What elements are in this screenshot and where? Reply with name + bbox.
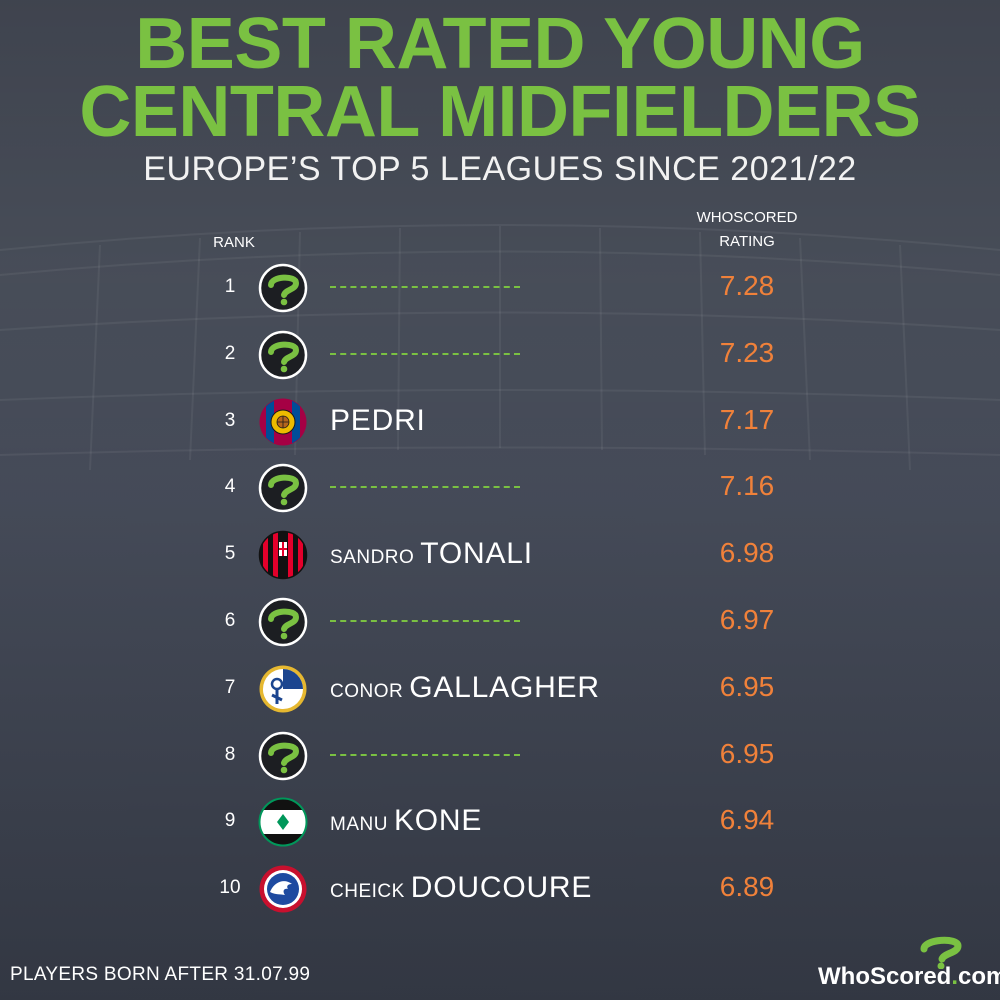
rating-header-line-2: RATING [719, 233, 775, 250]
hidden-player-placeholder [330, 753, 520, 756]
rank-number: 4 [224, 476, 236, 498]
hidden-player-placeholder [330, 286, 520, 288]
rank-column-header: RANK [213, 234, 255, 251]
page-title-line-1: BEST RATED YOUNG [135, 4, 865, 84]
player-last-name: GALLAGHER [409, 670, 600, 704]
player-first-name: CONOR [330, 680, 404, 702]
list-item: 9 MANU KONE 6.94 [0, 792, 1000, 852]
player-rating: 6.95 [719, 737, 775, 769]
player-last-name: KONE [393, 804, 483, 838]
player-rating: 6.94 [719, 804, 775, 836]
rank-number: 7 [224, 676, 236, 698]
whoscored-logo-text: WhoScored.com [818, 963, 1000, 991]
list-item: 2 7.23 [0, 325, 1000, 385]
list-item: 5 SANDRO TONALI 6.98 [0, 525, 1000, 585]
player-rating: 6.97 [719, 604, 775, 635]
whoscored-question-mark-icon [920, 936, 962, 969]
hidden-player-placeholder [330, 620, 520, 622]
list-item: 3 PEDRI 7.17 [0, 392, 1000, 452]
list-item: 10 CHEICK DOUCOURE 6.89 [0, 859, 1000, 919]
page-subtitle: EUROPE’S TOP 5 LEAGUES SINCE 2021/22 [143, 150, 857, 188]
player-name: PEDRI [330, 404, 426, 438]
list-item: 6 6.97 [0, 592, 1000, 652]
logo-name: WhoScored [818, 963, 952, 990]
mystery-icon [258, 731, 308, 781]
player-name: CHEICK DOUCOURE [330, 871, 592, 905]
logo-suffix: com [958, 963, 1000, 990]
player-name: MANU KONE [330, 804, 482, 838]
crystal-palace-eagle-crest-icon [258, 864, 308, 914]
rank-number: 10 [219, 877, 241, 899]
player-rating: 7.28 [719, 270, 775, 301]
player-first-name: MANU [330, 814, 388, 836]
barcelona-crest-icon [258, 397, 308, 447]
rank-number: 3 [224, 409, 236, 431]
player-rating: 6.95 [719, 670, 775, 702]
rank-number: 1 [224, 276, 236, 297]
player-first-name: CHEICK [330, 881, 405, 903]
rank-number: 5 [224, 543, 236, 565]
rating-column-header: WHOSCORED RATING [672, 206, 822, 254]
hidden-player-placeholder [330, 352, 520, 355]
mystery-icon [258, 330, 308, 380]
hidden-player-placeholder [330, 486, 520, 489]
whoscored-logo: WhoScored.com [818, 935, 1000, 995]
player-last-name: PEDRI [330, 403, 426, 437]
list-item: 7 CONOR GALLAGHER 6.95 [0, 659, 1000, 719]
player-rating: 6.98 [719, 537, 775, 569]
logo-dot: . [951, 963, 959, 990]
rating-header-line-1: WHOSCORED [696, 209, 798, 226]
rank-number: 8 [224, 743, 236, 765]
list-item: 4 7.16 [0, 458, 1000, 518]
rank-number: 6 [224, 610, 236, 631]
player-rating: 7.16 [719, 470, 775, 502]
player-first-name: SANDRO [330, 547, 415, 569]
mystery-icon [258, 463, 308, 513]
player-rating: 7.23 [719, 336, 775, 368]
list-item: 8 6.95 [0, 726, 1000, 786]
player-name: CONOR GALLAGHER [330, 671, 600, 705]
player-rating: 6.89 [719, 871, 775, 903]
player-rating: 7.17 [719, 403, 775, 435]
rank-number: 9 [224, 810, 236, 832]
player-last-name: DOUCOURE [410, 871, 593, 905]
player-last-name: TONALI [420, 537, 533, 571]
page-title-line-2: CENTRAL MIDFIELDERS [79, 72, 921, 152]
list-item: 1 7.28 [0, 258, 1000, 318]
ac-milan-crest-icon [258, 530, 308, 580]
player-name: SANDRO TONALI [330, 537, 533, 571]
crystal-palace-crest-icon [258, 664, 308, 714]
mystery-icon [258, 597, 308, 647]
gladbach-crest-icon [258, 797, 308, 847]
footnote: PLAYERS BORN AFTER 31.07.99 [10, 964, 311, 985]
mystery-icon [258, 263, 308, 313]
rank-number: 2 [224, 342, 236, 364]
